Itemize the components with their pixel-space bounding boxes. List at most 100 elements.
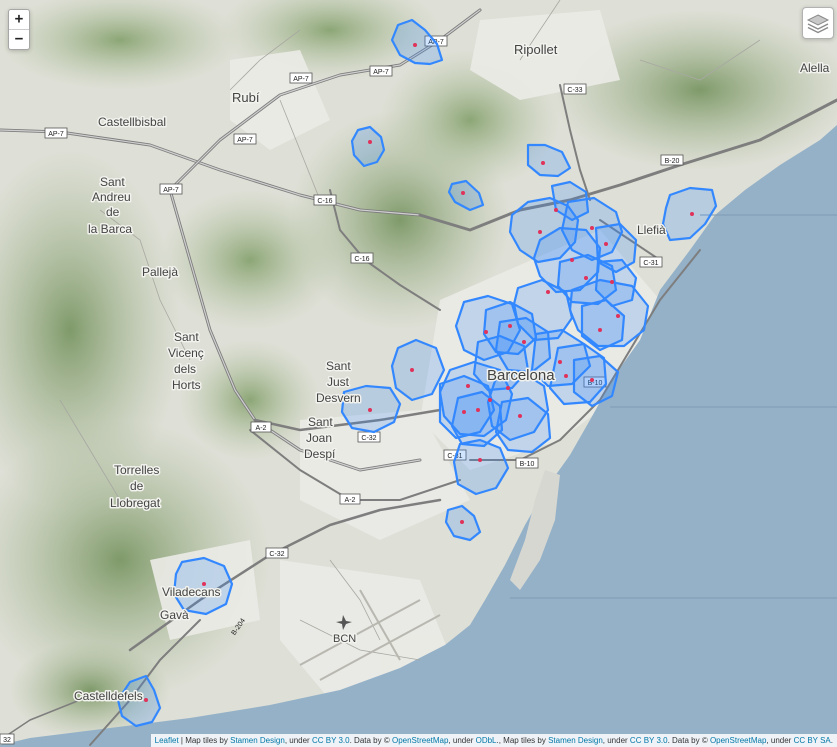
zoom-in-button[interactable]: + [14,11,24,27]
label-sant-andreu-3: de [106,205,120,219]
layers-icon [806,14,830,34]
label-barcelona: Barcelona [487,367,555,384]
road-shield-c32-b: C-32 [265,547,289,559]
link-stamen-2[interactable]: Stamen Design [548,736,603,745]
area-castelldefels [116,674,162,728]
point-sarria-2 [508,324,512,328]
point-sant-just [368,408,372,412]
zoom-out-button[interactable]: − [9,29,29,49]
svg-text:B-10: B-10 [588,380,603,387]
road-shield-c33: C-33 [563,83,587,95]
label-rubi: Rubí [232,90,260,105]
svg-text:A-2: A-2 [256,425,267,432]
point-viladecans [202,582,206,586]
label-castelldefels: Castelldefels [74,689,143,703]
area-eixample-2 [530,328,592,388]
point-castelldefels [144,698,148,702]
label-gava: Gavà [160,608,189,622]
road-shield-b20: B-20 [660,154,684,166]
point-nou-barris [538,230,542,234]
airplane-icon [336,615,352,630]
area-ciutat-vella [548,342,608,406]
road-shield-a2-a: A-2 [250,421,272,433]
label-torrelles-2: de [130,479,144,493]
svg-text:C-16: C-16 [317,198,332,205]
area-gracia [512,278,574,342]
label-llefia: Llefià [637,223,666,237]
label-bcn: BCN [333,633,356,645]
label-torrelles-1: Torrelles [114,463,159,477]
svg-text:B-20: B-20 [665,158,680,165]
label-sant-just-3: Desvern [316,391,361,405]
road-shield-ap7-c: AP-7 [289,72,313,84]
label-sant-vicenc-2: Vicenç [168,346,204,360]
link-ccby-1[interactable]: CC BY 3.0 [311,736,350,745]
point-sant-marti-1 [604,242,608,246]
point-sant-andreu-3 [570,258,574,262]
svg-text:C-31: C-31 [643,260,658,267]
area-les-corts [472,334,530,392]
label-sant-vicenc-3: dels [174,362,196,376]
road-shield-a2-b: A-2 [339,493,361,505]
area-esplugues [390,338,446,402]
label-sant-vicenc-1: Sant [174,330,199,344]
link-osm-1[interactable]: OpenStreetMap [391,736,449,745]
area-zona-franca [494,396,552,454]
point-montcada [541,161,545,165]
link-ccby-sa[interactable]: CC BY SA [793,736,831,745]
area-hospitalet [452,438,510,496]
attr-text-2: , under [284,736,312,745]
link-stamen-1[interactable]: Stamen Design [230,736,285,745]
road-shield-c16-b: C-16 [350,252,374,264]
label-sant-joan-2: Joan [306,431,332,445]
label-viladecans: Viladecans [162,585,221,599]
point-ripollet [413,43,417,47]
road-shield-ap7-d: AP-7 [44,127,68,139]
area-points[interactable] [144,43,694,702]
point-collserola-2 [461,191,465,195]
attr-text-6: , under [602,736,630,745]
point-les-corts [488,398,492,402]
attr-text-1: | Map tiles by [178,736,231,745]
point-collserola-1 [368,140,372,144]
link-odbl[interactable]: ODbL [475,736,497,745]
label-castellbisbal: Castellbisbal [98,115,166,129]
label-sant-andreu-1: Sant [100,175,125,189]
label-palleja: Pallejà [142,265,178,279]
svg-text:A-2: A-2 [345,497,356,504]
point-sant-andreu-1 [554,208,558,212]
svg-text:C-32: C-32 [269,551,284,558]
attr-text-4: , under [448,736,476,745]
svg-text:AP-7: AP-7 [293,76,309,83]
area-polygons[interactable] [116,18,718,728]
port [510,470,560,590]
label-sant-just-2: Just [327,375,350,389]
attr-text-9: . [830,736,833,745]
point-sarria [484,330,488,334]
area-ripollet [390,18,444,66]
area-badalona [661,186,718,242]
label-torrelles-3: Llobregat [110,496,161,510]
svg-text:AP-7: AP-7 [163,187,179,194]
road-shield-ap7-f: AP-7 [159,183,183,195]
point-sant-andreu-4 [584,276,588,280]
svg-text:C-32: C-32 [361,435,376,442]
area-sant-marti-4 [580,298,626,352]
place-labels: Ripollet Alella Rubí Castellbisbal Sant … [73,41,832,705]
road-shield-b10-b: B-10 [515,457,539,469]
minor-roads [59,0,761,661]
point-badalona [690,212,694,216]
area-montcada [526,143,572,178]
link-ccby-2[interactable]: CC BY 3.0 [629,736,668,745]
link-osm-2[interactable]: OpenStreetMap [709,736,767,745]
road-shield-c32-a: C-32 [357,431,381,443]
svg-text:C-33: C-33 [567,87,582,94]
point-sant-marti-4 [598,328,602,332]
point-sant-marti-2 [610,280,614,284]
layers-button[interactable] [802,7,834,39]
link-leaflet[interactable]: Leaflet [154,736,179,745]
road-shield-c31: C-31 [639,256,663,268]
